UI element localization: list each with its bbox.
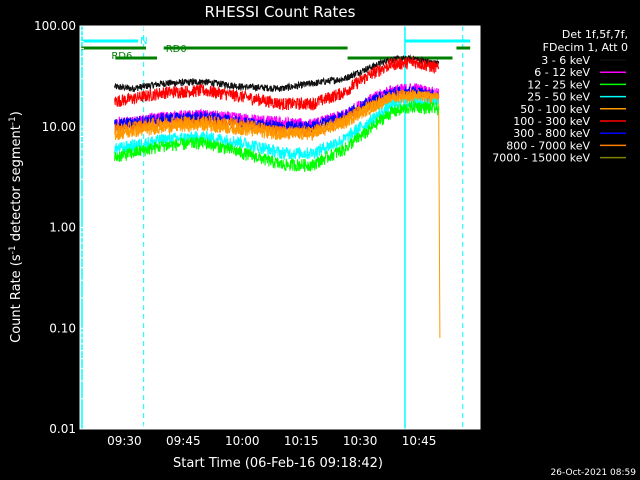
legend-label: 300 - 800 keV bbox=[513, 127, 590, 140]
x-tick-label: 10:15 bbox=[284, 434, 319, 448]
chart-title: RHESSI Count Rates bbox=[205, 3, 356, 21]
y-axis-label-sup1: -1 bbox=[8, 245, 18, 254]
series-line bbox=[114, 90, 441, 339]
y-axis-label: Count Rate (s-1 detector segment-1) bbox=[8, 111, 24, 343]
series-layer bbox=[114, 54, 441, 339]
x-tick-label: 10:45 bbox=[402, 434, 437, 448]
y-tick-label: 0.10 bbox=[49, 321, 76, 335]
y-axis-label-part1: Count Rate (s bbox=[9, 254, 24, 343]
legend-label: 800 - 7000 keV bbox=[506, 139, 590, 152]
y-axis-label-sup2: -1 bbox=[8, 116, 18, 125]
segment-label: RD6 bbox=[111, 51, 132, 62]
y-axis-ticks: 100.00 10.00 1.00 0.10 0.01 bbox=[34, 19, 480, 436]
series-line bbox=[114, 55, 440, 111]
y-tick-label: 10.00 bbox=[42, 120, 76, 134]
y-axis-label-part3: ) bbox=[9, 111, 24, 116]
legend-label: 25 - 50 keV bbox=[527, 91, 590, 104]
x-tick-label: 10:30 bbox=[343, 434, 378, 448]
legend-header-line1: Det 1f,5f,7f, bbox=[562, 28, 628, 41]
y-axis-label-part2: detector segment bbox=[9, 125, 24, 245]
legend-label: 12 - 25 keV bbox=[527, 78, 590, 91]
x-tick-label: 09:45 bbox=[166, 434, 201, 448]
legend: Det 1f,5f,7f, FDecim 1, Att 0 3 - 6 keV6… bbox=[492, 28, 628, 165]
series-line bbox=[114, 97, 439, 160]
y-tick-label: 100.00 bbox=[34, 19, 76, 33]
series-line bbox=[114, 54, 440, 93]
x-tick-label: 10:00 bbox=[225, 434, 260, 448]
x-tick-label: 09:30 bbox=[107, 434, 142, 448]
series-line bbox=[114, 100, 440, 173]
legend-label: 50 - 100 keV bbox=[520, 103, 590, 116]
y-tick-label: 0.01 bbox=[49, 422, 76, 436]
x-axis-label: Start Time (06-Feb-16 09:18:42) bbox=[173, 456, 383, 471]
legend-label: 3 - 6 keV bbox=[541, 54, 590, 67]
night-label: N bbox=[140, 36, 147, 47]
legend-label: 100 - 300 keV bbox=[513, 115, 590, 128]
x-axis-ticks: 09:30 09:45 10:00 10:15 10:30 10:45 bbox=[84, 26, 479, 448]
y-tick-label: 1.00 bbox=[49, 221, 76, 235]
footer-date: 26-Oct-2021 08:59 bbox=[551, 468, 637, 478]
legend-label: 6 - 12 keV bbox=[534, 66, 590, 79]
legend-label: 7000 - 15000 keV bbox=[492, 152, 590, 165]
legend-header-line2: FDecim 1, Att 0 bbox=[543, 41, 628, 54]
segment-label: RD0 bbox=[166, 44, 187, 55]
